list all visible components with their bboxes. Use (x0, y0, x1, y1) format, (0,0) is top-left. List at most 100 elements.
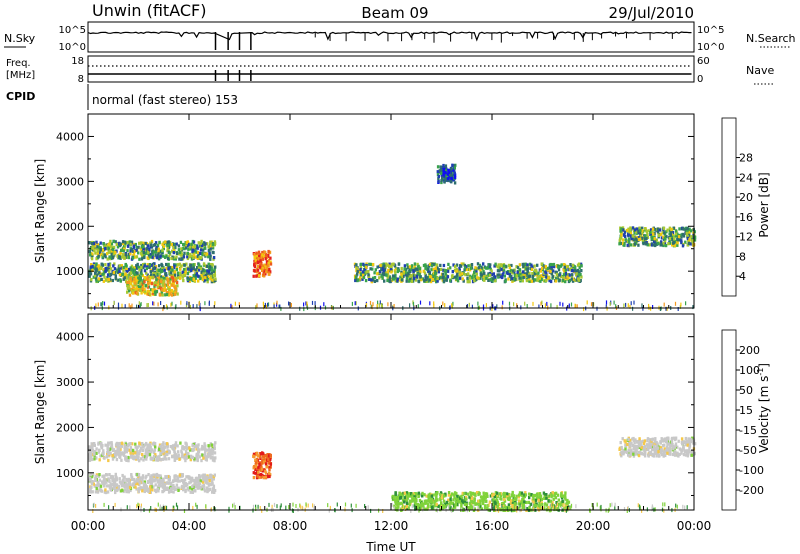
echo-cell (530, 493, 533, 497)
echo-cell (104, 267, 107, 271)
near-range-cell (138, 304, 140, 309)
echo-cell (400, 492, 403, 497)
echo-cell (403, 491, 406, 495)
echo-cell (561, 278, 565, 283)
echo-cell (132, 242, 135, 246)
echo-cell (96, 483, 100, 488)
echo-cell (458, 276, 462, 280)
echo-cell (269, 453, 272, 457)
near-range-cell (162, 307, 164, 312)
echo-cell (453, 173, 457, 177)
echo-cell (166, 445, 169, 449)
echo-cell (391, 494, 395, 498)
echo-cell (266, 456, 269, 460)
echo-cell (159, 458, 163, 462)
echo-cell (365, 265, 368, 269)
echo-cell (167, 262, 170, 266)
echo-cell (143, 255, 146, 260)
station-title: Unwin (fitACF) (92, 1, 206, 20)
echo-cell (545, 503, 549, 507)
echo-cell (458, 270, 461, 274)
echo-cell (202, 487, 206, 491)
echo-cell (618, 242, 621, 246)
echo-cell (427, 275, 430, 279)
echo-cell (397, 505, 400, 509)
echo-cell (431, 277, 435, 282)
power-colorbar-label: Power [dB] (757, 172, 771, 237)
near-range-cell (204, 301, 206, 306)
echo-cell (88, 453, 91, 457)
echo-cell (157, 282, 160, 286)
echo-cell (168, 288, 171, 292)
echo-cell (138, 459, 141, 463)
echo-cell (189, 247, 192, 251)
echo-cell (484, 495, 487, 499)
echo-cell (538, 501, 541, 505)
echo-cell (416, 272, 419, 276)
echo-cell (196, 266, 199, 270)
echo-cell (508, 266, 511, 270)
echo-cell (427, 505, 430, 509)
echo-cell (268, 250, 272, 254)
near-range-cell (570, 302, 573, 307)
echo-cell (129, 281, 132, 285)
echo-cell (656, 451, 660, 456)
echo-cell (177, 488, 180, 492)
echo-cell (108, 450, 111, 454)
echo-cell (212, 477, 215, 481)
echo-cell (516, 270, 519, 274)
near-range-cell (574, 303, 576, 308)
echo-cell (633, 228, 637, 232)
echo-cell (442, 279, 446, 283)
echo-cell (510, 263, 513, 268)
echo-cell (158, 264, 161, 268)
echo-cell (469, 498, 473, 502)
echo-cell (89, 488, 92, 492)
echo-cell (104, 263, 107, 267)
echo-cell (479, 499, 482, 503)
echo-cell (173, 485, 176, 489)
echo-cell (118, 273, 122, 277)
echo-cell (174, 284, 177, 288)
echo-cell (148, 265, 151, 269)
echo-cell (435, 263, 439, 267)
echo-cell (427, 503, 430, 507)
echo-cell (435, 502, 438, 506)
echo-cell (627, 237, 631, 241)
echo-cell (507, 263, 511, 267)
near-range-cell (451, 304, 454, 309)
echo-cell (120, 452, 124, 456)
echo-cell (442, 268, 445, 272)
echo-cell (550, 266, 553, 270)
echo-cell (176, 477, 180, 481)
colorbar-frame (721, 117, 737, 297)
echo-cell (267, 261, 270, 265)
echo-cell (639, 228, 642, 232)
echo-cell (184, 268, 187, 272)
echo-cell (402, 270, 406, 274)
near-range-cell (586, 300, 588, 305)
echo-cell (187, 267, 190, 271)
near-range-cell (230, 303, 232, 308)
echo-cell (546, 266, 549, 270)
echo-cell (204, 452, 207, 456)
echo-cell (141, 474, 145, 478)
echo-cell (126, 280, 129, 284)
near-range-cell (419, 300, 422, 305)
echo-cell (634, 237, 638, 241)
echo-cell (652, 243, 655, 247)
echo-cell (139, 442, 143, 446)
echo-cell (167, 240, 170, 244)
echo-cell (668, 448, 672, 452)
echo-cell (641, 238, 644, 242)
echo-cell (161, 242, 164, 246)
echo-cell (96, 252, 100, 256)
echo-cell (483, 274, 487, 278)
echo-cell (186, 271, 190, 275)
echo-cell (456, 275, 459, 279)
echo-cell (183, 447, 186, 451)
echo-cell (252, 274, 255, 278)
echo-cell (90, 482, 94, 486)
echo-cell (124, 448, 127, 452)
near-range-cell (492, 304, 494, 309)
